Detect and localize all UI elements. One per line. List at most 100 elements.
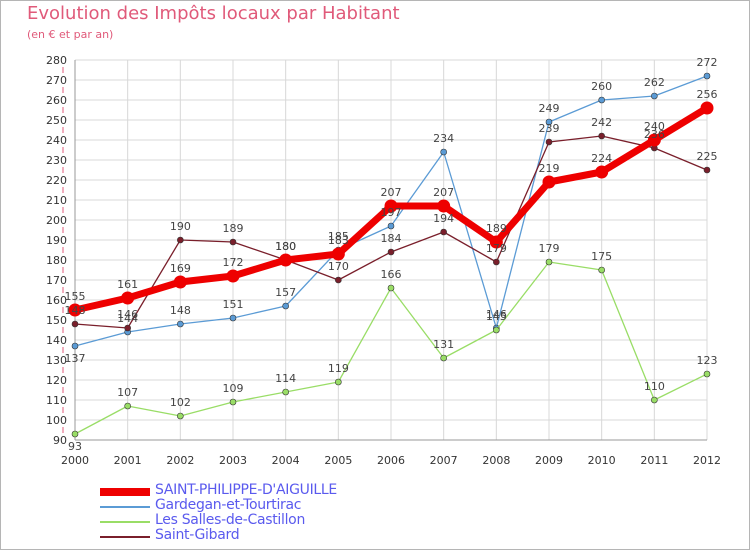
data-label: 119 [328, 362, 349, 375]
data-label: 225 [697, 150, 718, 163]
data-label: 185 [328, 230, 349, 243]
data-point [545, 138, 553, 146]
data-point [440, 228, 447, 236]
data-point [440, 354, 447, 362]
data-point [542, 175, 556, 189]
data-label: 137 [65, 352, 86, 365]
data-label: 146 [486, 308, 507, 321]
y-tick-label: 100 [46, 414, 67, 427]
data-point [387, 222, 395, 230]
data-point [598, 96, 605, 104]
data-label: 166 [381, 268, 402, 281]
data-point [229, 314, 237, 322]
data-label: 161 [117, 278, 138, 291]
data-point [335, 276, 342, 284]
data-point [598, 266, 605, 274]
data-label: 114 [275, 372, 296, 385]
y-tick-label: 230 [46, 154, 67, 167]
data-label: 148 [170, 304, 191, 317]
chart-title: Evolution des Impôts locaux par Habitant [27, 3, 400, 24]
chart-subtitle: (en € et par an) [27, 28, 114, 41]
data-label: 131 [433, 338, 454, 351]
data-label: 262 [644, 76, 665, 89]
data-point [229, 398, 237, 406]
data-point [387, 248, 395, 256]
data-label: 172 [223, 256, 244, 269]
data-label: 109 [223, 382, 244, 395]
y-tick-label: 200 [46, 214, 67, 227]
data-label: 236 [644, 128, 665, 141]
data-label: 180 [275, 240, 296, 253]
x-tick-label: 2000 [61, 454, 89, 467]
y-tick-label: 210 [46, 194, 67, 207]
data-label: 260 [591, 80, 612, 93]
data-label: 93 [68, 440, 82, 453]
x-tick-label: 2008 [482, 454, 510, 467]
data-point [700, 101, 714, 115]
data-point [177, 236, 184, 244]
y-tick-label: 190 [46, 234, 67, 247]
legend-label: Saint-Gibard [155, 527, 240, 543]
data-label: 183 [328, 234, 349, 247]
data-point [229, 238, 237, 246]
data-point [489, 235, 503, 249]
x-tick-label: 2011 [640, 454, 668, 467]
data-point [282, 388, 289, 396]
data-label: 145 [486, 310, 507, 323]
y-tick-label: 220 [46, 174, 67, 187]
legend-label: Les Salles-de-Castillon [155, 512, 306, 528]
data-label: 144 [117, 312, 138, 325]
data-point [71, 320, 79, 328]
data-label: 234 [433, 132, 454, 145]
data-point [440, 148, 447, 156]
data-point [545, 258, 553, 266]
y-tick-label: 140 [46, 334, 67, 347]
y-tick-label: 160 [46, 294, 67, 307]
data-point [177, 412, 184, 420]
legend-swatch [100, 536, 150, 538]
x-tick-label: 2001 [114, 454, 142, 467]
data-label: 148 [65, 304, 86, 317]
data-label: 155 [65, 290, 86, 303]
y-tick-label: 280 [46, 54, 67, 67]
x-tick-label: 2010 [588, 454, 616, 467]
legend-swatch [100, 506, 150, 508]
data-label: 197 [381, 206, 402, 219]
data-point [384, 199, 398, 213]
y-tick-label: 120 [46, 374, 67, 387]
data-point [226, 269, 240, 283]
legend-label: SAINT-PHILIPPE-D'AIGUILLE [155, 482, 337, 498]
data-label: 189 [223, 222, 244, 235]
x-tick-label: 2009 [535, 454, 563, 467]
data-label: 194 [433, 212, 454, 225]
x-tick-label: 2007 [430, 454, 458, 467]
data-point [703, 370, 711, 378]
y-tick-label: 260 [46, 94, 67, 107]
data-point [68, 303, 82, 317]
data-label: 157 [275, 286, 296, 299]
data-label: 190 [170, 220, 191, 233]
data-point [282, 302, 289, 310]
data-label: 179 [486, 242, 507, 255]
x-tick-label: 2004 [272, 454, 300, 467]
data-label: 242 [591, 116, 612, 129]
x-tick-label: 2003 [219, 454, 247, 467]
data-label: 207 [433, 186, 454, 199]
data-point [595, 165, 609, 179]
data-point [177, 320, 184, 328]
y-tick-label: 270 [46, 74, 67, 87]
data-point [124, 324, 131, 332]
data-label: 180 [275, 240, 296, 253]
y-tick-label: 170 [46, 274, 67, 287]
data-label: 184 [381, 232, 402, 245]
data-label: 102 [170, 396, 191, 409]
data-point [124, 402, 131, 410]
data-label: 240 [644, 120, 665, 133]
data-point [335, 378, 342, 386]
data-label: 110 [644, 380, 665, 393]
data-label: 239 [539, 122, 560, 135]
data-point [71, 342, 79, 350]
data-point [173, 275, 187, 289]
data-point [703, 166, 711, 174]
